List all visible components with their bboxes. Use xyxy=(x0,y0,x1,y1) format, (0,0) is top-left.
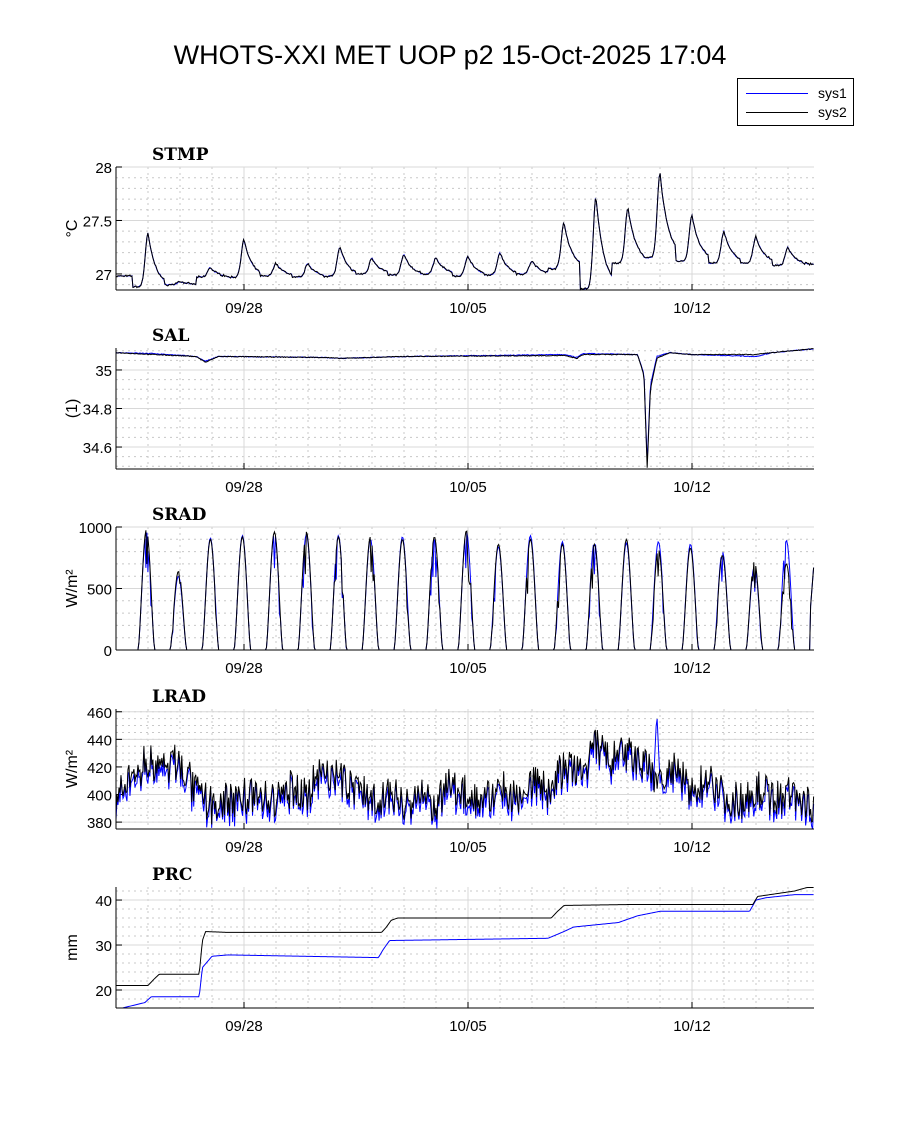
series-line-sys1 xyxy=(115,348,814,462)
y-tick-label: 34.6 xyxy=(83,440,112,457)
y-axis-label: W/m² xyxy=(64,749,81,788)
y-tick-label: 27.5 xyxy=(83,213,112,230)
x-tick-label: 10/05 xyxy=(449,660,487,677)
y-axis-label: W/m² xyxy=(64,569,81,608)
panel-title: STMP xyxy=(152,145,209,165)
figure-title: WHOTS-XXI MET UOP p2 15-Oct-2025 17:04 xyxy=(173,40,727,70)
y-tick-label: 1000 xyxy=(79,520,112,537)
legend-item-sys2: sys2 xyxy=(746,104,847,120)
x-tick-label: 10/12 xyxy=(673,300,711,317)
y-tick-label: 440 xyxy=(87,732,112,749)
y-tick-label: 30 xyxy=(95,938,112,955)
panel-title: LRAD xyxy=(152,687,206,707)
y-tick-label: 27 xyxy=(95,267,112,284)
y-axis-label: mm xyxy=(64,934,81,961)
x-tick-label: 10/12 xyxy=(673,839,711,856)
y-tick-label: 35 xyxy=(95,363,112,380)
series-line-sys1 xyxy=(116,894,814,1009)
series-line-sys2 xyxy=(116,886,814,987)
panel-title: PRC xyxy=(152,865,192,885)
legend-line-sys2 xyxy=(746,111,808,113)
y-axis-label: °C xyxy=(64,220,81,238)
x-tick-label: 09/28 xyxy=(225,1018,263,1035)
x-tick-label: 09/28 xyxy=(225,839,263,856)
y-tick-label: 460 xyxy=(87,705,112,722)
x-tick-label: 09/28 xyxy=(225,300,263,317)
series-line-sys2 xyxy=(115,173,814,291)
y-tick-label: 34.8 xyxy=(83,402,112,419)
legend-label: sys1 xyxy=(818,85,847,101)
x-tick-label: 10/05 xyxy=(449,839,487,856)
y-tick-label: 20 xyxy=(95,983,112,1000)
x-tick-label: 10/12 xyxy=(673,660,711,677)
y-tick-label: 500 xyxy=(87,582,112,599)
x-tick-label: 09/28 xyxy=(225,479,263,496)
x-tick-label: 09/28 xyxy=(225,660,263,677)
panel-title: SAL xyxy=(152,326,189,346)
x-tick-label: 10/05 xyxy=(449,479,487,496)
y-tick-label: 400 xyxy=(87,788,112,805)
legend-item-sys1: sys1 xyxy=(746,85,847,101)
y-tick-label: 28 xyxy=(95,160,112,177)
panel-title: SRAD xyxy=(152,505,207,525)
series-line-sys1 xyxy=(116,532,815,651)
y-tick-label: 0 xyxy=(104,643,112,660)
y-tick-label: 40 xyxy=(95,893,112,910)
y-axis-label: (1) xyxy=(64,399,81,419)
series-line-sys2 xyxy=(115,348,814,468)
x-tick-label: 10/12 xyxy=(673,479,711,496)
legend: sys1 sys2 xyxy=(737,78,854,126)
x-tick-label: 10/12 xyxy=(673,1018,711,1035)
legend-label: sys2 xyxy=(818,104,847,120)
x-tick-label: 10/05 xyxy=(449,300,487,317)
x-tick-label: 10/05 xyxy=(449,1018,487,1035)
y-tick-label: 420 xyxy=(87,760,112,777)
y-tick-label: 380 xyxy=(87,815,112,832)
series-line-sys2 xyxy=(115,729,815,825)
legend-line-sys1 xyxy=(746,92,808,94)
